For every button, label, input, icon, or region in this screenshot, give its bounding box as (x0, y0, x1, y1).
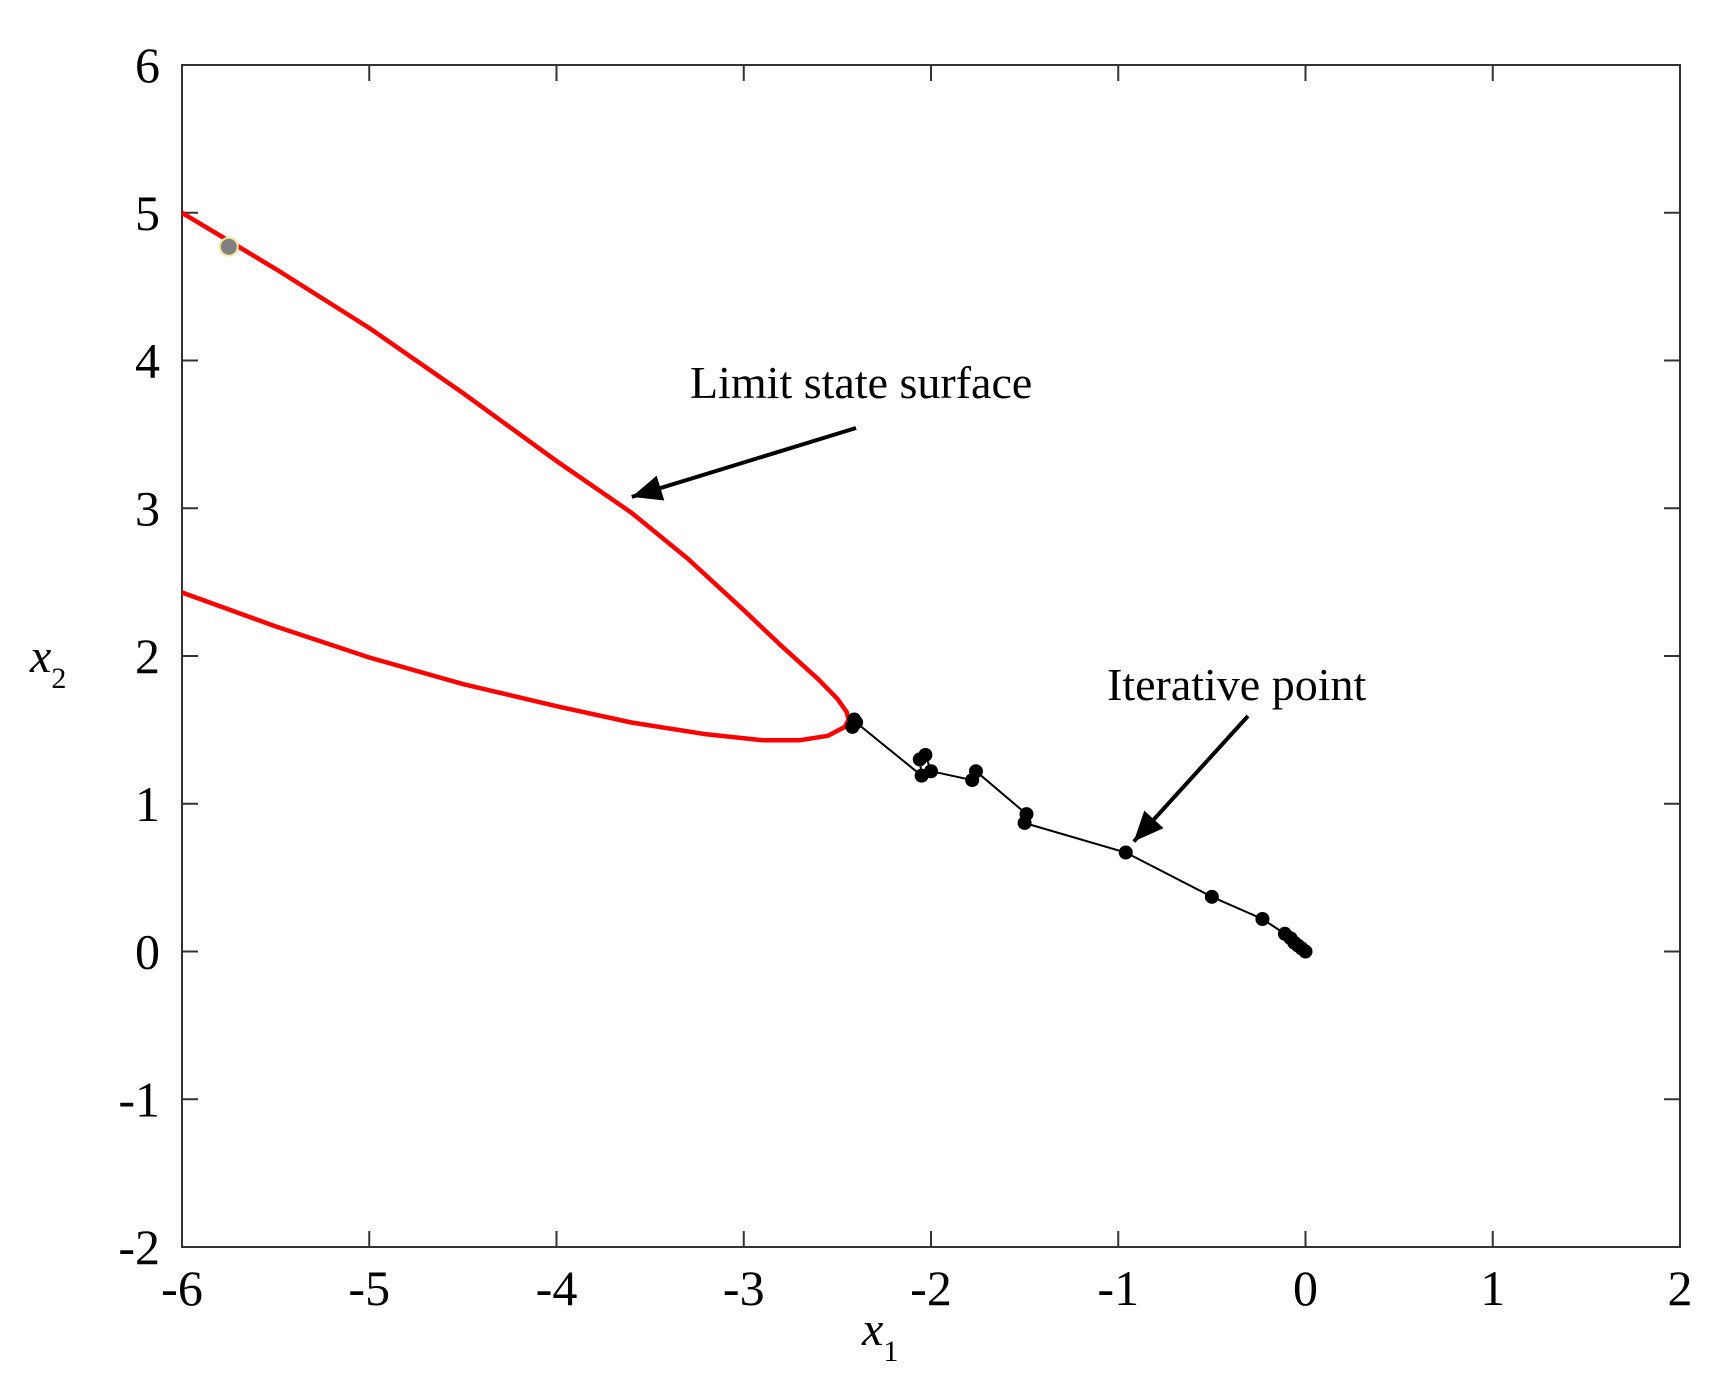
iteration-point-marker (1277, 926, 1292, 941)
y-axis-label-sub: 2 (51, 662, 66, 695)
x-tick-label: -4 (536, 1260, 578, 1316)
annotation-limit-state-arrow-head (631, 475, 665, 501)
y-tick-label: 2 (135, 628, 160, 684)
iteration-point-marker (1204, 889, 1219, 904)
iteration-point-marker (845, 719, 860, 734)
y-axis-label: x2 (29, 630, 66, 695)
iteration-point-marker (1255, 911, 1270, 926)
y-tick-label: 4 (135, 333, 160, 389)
iteration-point-marker (914, 768, 929, 783)
y-tick-label: 6 (135, 37, 160, 93)
x-tick-label: 0 (1293, 1260, 1318, 1316)
x-axis-label-base: x (861, 1303, 883, 1356)
x-axis-label: x1 (861, 1303, 898, 1368)
x-tick-label: -5 (348, 1260, 390, 1316)
design-point-marker (218, 236, 239, 257)
x-axis-label-sub: 1 (883, 1335, 898, 1368)
iteration-point-marker (1019, 807, 1034, 822)
x-tick-label: 1 (1480, 1260, 1505, 1316)
x-tick-label: -2 (910, 1260, 952, 1316)
y-axis-label-base: x (29, 630, 51, 683)
y-tick-label: 1 (135, 776, 160, 832)
annotation-limit-state-arrow-shaft (631, 426, 857, 499)
annotation-iterative-point-label: Iterative point (1107, 659, 1367, 710)
iteration-point-marker (912, 752, 927, 767)
x-tick-label: -3 (723, 1260, 765, 1316)
annotation-iterative-point-arrow-head (1133, 810, 1164, 842)
y-tick-label: -2 (118, 1219, 160, 1275)
y-tick-label: -1 (118, 1071, 160, 1127)
iteration-point-marker (1118, 845, 1133, 860)
x-tick-label: -1 (1097, 1260, 1139, 1316)
y-tick-label: 5 (135, 185, 160, 241)
annotation-limit-state-label: Limit state surface (690, 357, 1032, 408)
x-tick-label: 2 (1668, 1260, 1693, 1316)
x-tick-label: -6 (161, 1260, 203, 1316)
iteration-point-marker (965, 773, 980, 788)
y-tick-label: 3 (135, 480, 160, 536)
limit-state-curve (180, 210, 851, 743)
y-tick-label: 0 (135, 924, 160, 980)
